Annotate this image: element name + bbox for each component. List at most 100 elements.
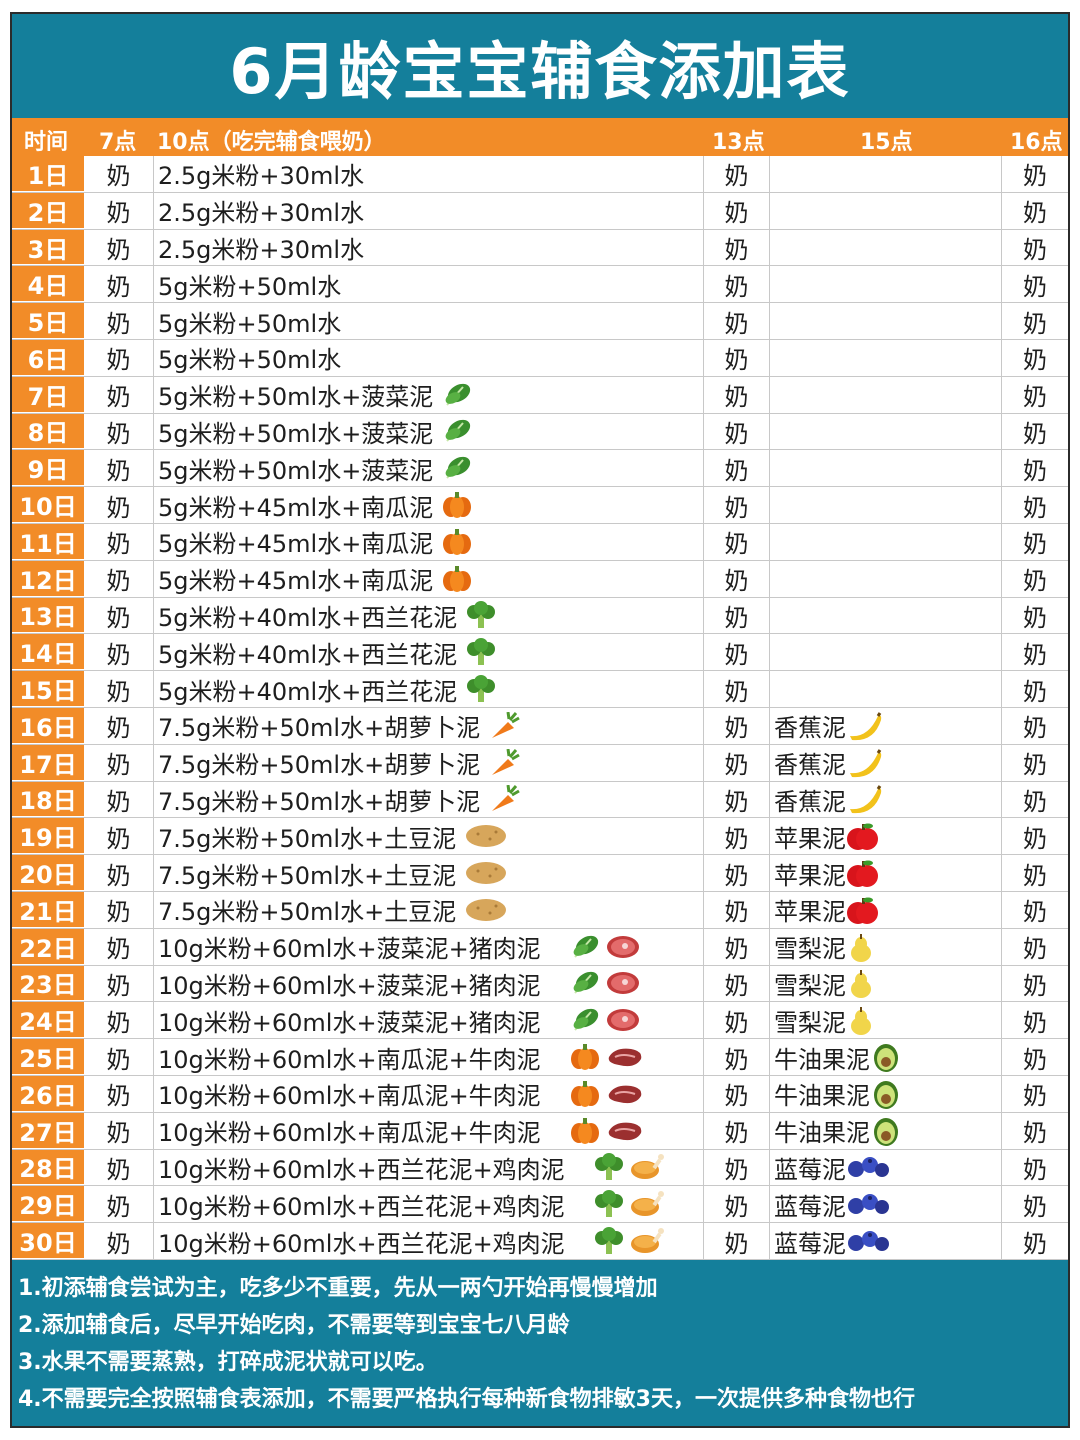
header-7: 7点 [99, 130, 137, 155]
cell-15-snack [770, 523, 1002, 560]
snack-text: 牛油果泥 [774, 1119, 870, 1148]
day-label: 16日 [12, 707, 84, 744]
cell-16-milk: 奶 [1023, 640, 1047, 669]
meal-text: 10g米粉+60ml水+南瓜泥+牛肉泥 [158, 1082, 541, 1111]
cell-16-milk: 奶 [1023, 714, 1047, 743]
cell-7-milk: 奶 [84, 1002, 154, 1039]
cell-13-milk: 奶 [704, 1149, 770, 1186]
day-label: 20日 [12, 855, 84, 891]
header-time: 时间 [24, 130, 69, 155]
cell-7-milk: 奶 [84, 560, 154, 597]
cell-15-snack: 牛油果泥 [770, 1112, 1002, 1149]
cell-7-milk: 奶 [84, 1112, 154, 1149]
cell-13-milk: 奶 [704, 560, 770, 597]
cell-13-milk: 奶 [704, 671, 770, 707]
snack-text: 蓝莓泥 [774, 1229, 846, 1258]
cell-15-snack: 牛油果泥 [770, 1039, 1002, 1075]
cell-13-milk: 奶 [704, 156, 770, 192]
table-row: 6日 奶 5g米粉+50ml水 奶 奶 [12, 339, 1068, 377]
meal-text: 5g米粉+45ml水+南瓜泥 [158, 567, 434, 596]
meal-icons [593, 1227, 664, 1255]
cell-13-milk: 奶 [704, 229, 770, 266]
cell-16-milk: 奶 [1023, 493, 1047, 522]
cell-7-milk: 奶 [84, 339, 154, 376]
cell-7-milk: 奶 [84, 781, 154, 818]
apple-icon [846, 822, 878, 851]
spinach-icon [569, 969, 601, 997]
cell-15-snack [770, 376, 1002, 413]
cell-10-meal: 5g米粉+45ml水+南瓜泥 [154, 487, 704, 523]
blueberry-icon [846, 1153, 889, 1181]
day-label: 3日 [12, 229, 84, 266]
meal-text: 7.5g米粉+50ml水+土豆泥 [158, 898, 457, 927]
cell-15-snack: 苹果泥 [770, 855, 1002, 891]
table-row: 22日 奶 10g米粉+60ml水+菠菜泥+猪肉泥 奶 雪梨泥 奶 [12, 928, 1068, 966]
day-label: 10日 [12, 487, 84, 523]
cell-16-milk: 奶 [1023, 162, 1047, 191]
table-row: 19日 奶 7.5g米粉+50ml水+土豆泥 奶 苹果泥 奶 [12, 818, 1068, 856]
meal-text: 2.5g米粉+30ml水 [158, 162, 365, 191]
cell-13-milk: 奶 [704, 192, 770, 229]
table-row: 25日 奶 10g米粉+60ml水+南瓜泥+牛肉泥 奶 牛油果泥 奶 [12, 1039, 1068, 1076]
cell-15-snack: 香蕉泥 [770, 744, 1002, 781]
schedule-table-body: 1日 奶 2.5g米粉+30ml水 奶 奶 2日 奶 2.5g米粉+30ml水 … [12, 156, 1068, 1260]
meal-icons [488, 711, 520, 740]
table-row: 26日 奶 10g米粉+60ml水+南瓜泥+牛肉泥 奶 牛油果泥 奶 [12, 1075, 1068, 1113]
banana-icon [846, 785, 882, 814]
cell-7-milk: 奶 [84, 928, 154, 965]
cell-10-meal: 5g米粉+45ml水+南瓜泥 [154, 560, 704, 597]
meal-icons [569, 969, 639, 997]
cell-15-snack [770, 192, 1002, 229]
cell-13-milk: 奶 [704, 413, 770, 450]
pumpkin-icon [441, 528, 473, 556]
banana-icon [846, 712, 882, 741]
header-13: 13点 [712, 130, 765, 155]
cell-15-snack [770, 634, 1002, 671]
table-row: 18日 奶 7.5g米粉+50ml水+胡萝卜泥 奶 香蕉泥 奶 [12, 781, 1068, 819]
note-2: 2.添加辅食后，尽早开始吃肉，不需要等到宝宝七八月龄 [18, 1313, 570, 1338]
meal-icons [441, 565, 473, 593]
cell-10-meal: 5g米粉+50ml水+菠菜泥 [154, 376, 704, 413]
cell-13-milk: 奶 [704, 928, 770, 965]
pumpkin-icon [441, 491, 473, 519]
cell-10-meal: 5g米粉+50ml水 [154, 266, 704, 303]
cell-7-milk: 奶 [84, 744, 154, 781]
cell-16-milk: 奶 [1023, 1229, 1047, 1258]
cell-16-milk: 奶 [1023, 567, 1047, 596]
day-label: 4日 [12, 266, 84, 303]
day-label: 5日 [12, 303, 84, 339]
snack-text: 蓝莓泥 [774, 1192, 846, 1221]
cell-13-milk: 奶 [704, 1039, 770, 1075]
pork-icon [605, 1006, 639, 1034]
cell-13-milk: 奶 [704, 266, 770, 303]
meal-icons [569, 1117, 641, 1145]
feeding-schedule-sheet: 6月龄宝宝辅食添加表 时间 7点 10点（吃完辅食喂奶） 13点 15点 16点… [10, 12, 1070, 1428]
cell-7-milk: 奶 [84, 266, 154, 303]
cell-7-milk: 奶 [84, 1223, 154, 1259]
day-label: 29日 [12, 1186, 84, 1223]
meal-text: 7.5g米粉+50ml水+胡萝卜泥 [158, 787, 481, 816]
cell-15-snack [770, 560, 1002, 597]
avocado-icon [870, 1043, 902, 1073]
day-label: 18日 [12, 781, 84, 818]
meal-text: 5g米粉+40ml水+西兰花泥 [158, 677, 458, 706]
cell-13-milk: 奶 [704, 339, 770, 376]
title-bar: 6月龄宝宝辅食添加表 [12, 14, 1068, 118]
meal-text: 2.5g米粉+30ml水 [158, 199, 365, 228]
apple-icon [846, 896, 878, 924]
meal-text: 10g米粉+60ml水+西兰花泥+鸡肉泥 [158, 1155, 565, 1184]
table-row: 3日 奶 2.5g米粉+30ml水 奶 奶 [12, 229, 1068, 267]
cell-16-milk: 奶 [1023, 1082, 1047, 1111]
cell-15-snack [770, 597, 1002, 634]
cell-10-meal: 7.5g米粉+50ml水+胡萝卜泥 [154, 744, 704, 781]
meal-icons [465, 638, 497, 666]
snack-text: 雪梨泥 [774, 1008, 846, 1037]
table-header: 时间 7点 10点（吃完辅食喂奶） 13点 15点 16点 [12, 118, 1068, 156]
broccoli-icon [465, 675, 497, 703]
table-row: 20日 奶 7.5g米粉+50ml水+土豆泥 奶 苹果泥 奶 [12, 855, 1068, 892]
cell-7-milk: 奶 [84, 523, 154, 560]
cell-13-milk: 奶 [704, 634, 770, 671]
note-4: 4.不需要完全按照辅食表添加，不需要严格执行每种新食物排敏3天，一次提供多种食物… [18, 1387, 915, 1412]
cell-10-meal: 10g米粉+60ml水+南瓜泥+牛肉泥 [154, 1075, 704, 1112]
cell-13-milk: 奶 [704, 1186, 770, 1223]
